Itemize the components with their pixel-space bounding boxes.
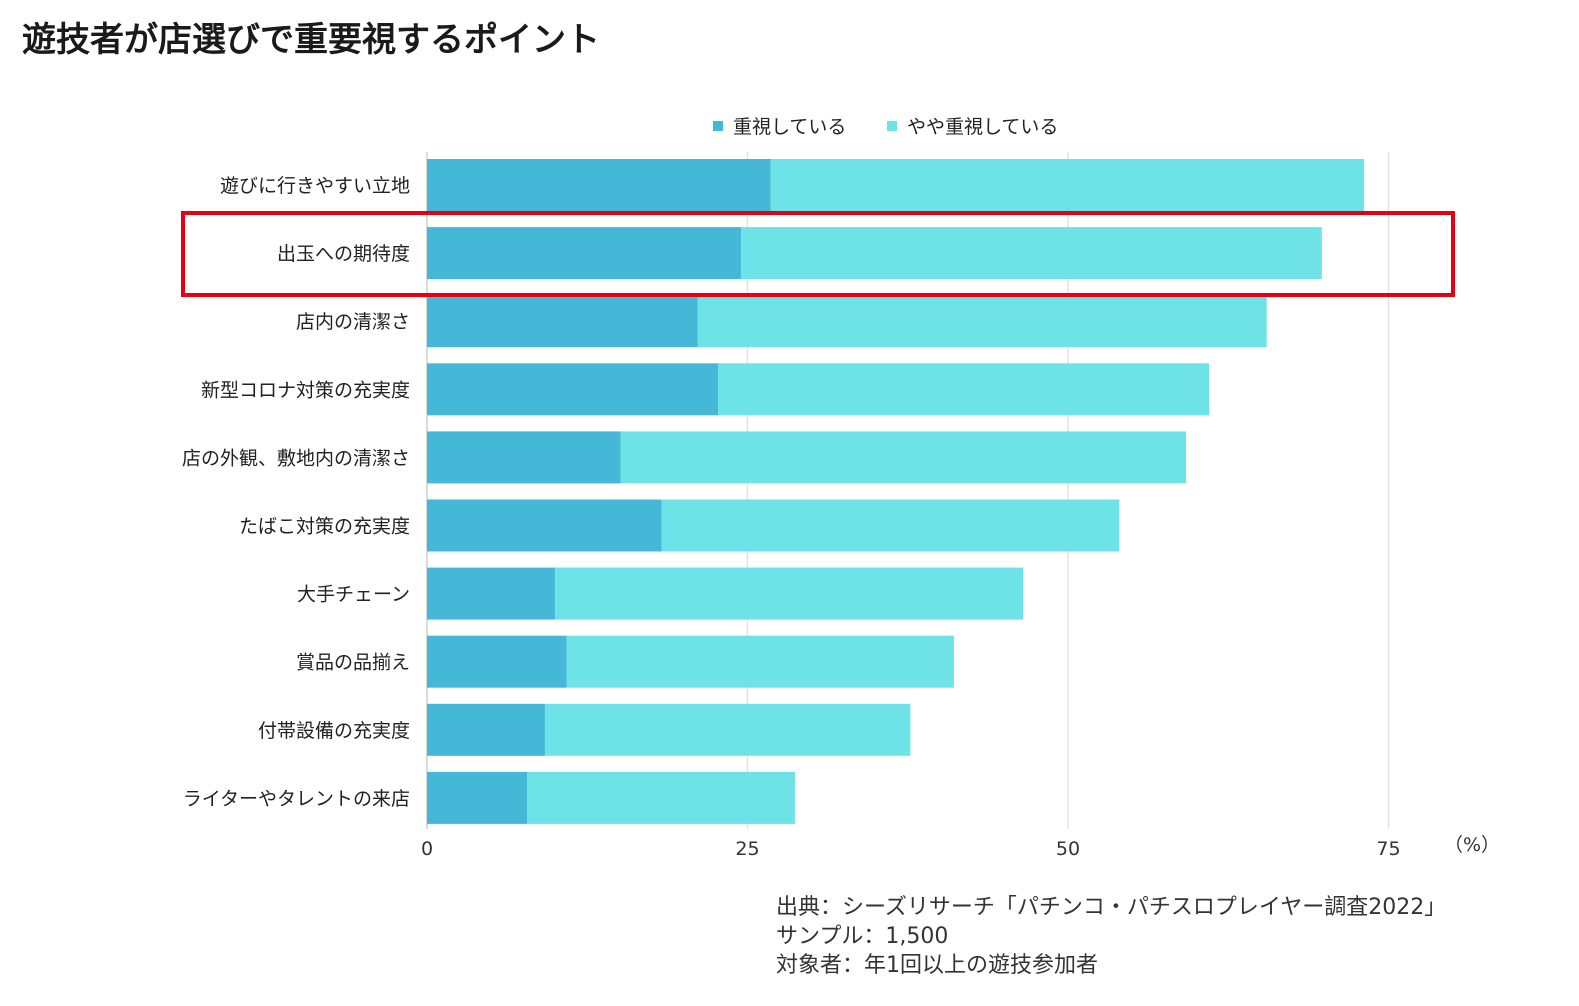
bar-segment-somewhat-important xyxy=(526,771,795,824)
page-title: 遊技者が店選びで重要視するポイント xyxy=(22,20,600,60)
bar-segment-somewhat-important xyxy=(555,567,1024,620)
x-tick-label: 50 xyxy=(1056,838,1080,860)
x-tick-label: 0 xyxy=(421,838,433,860)
legend: 重視している やや重視している xyxy=(713,116,1058,138)
legend-label: やや重視している xyxy=(907,116,1058,138)
x-unit-label: （%） xyxy=(1444,834,1500,856)
source-note: 出典：シーズリサーチ「パチンコ・パチスロプレイヤー調査2022」 サンプル：1,… xyxy=(776,893,1446,980)
x-tick-label: 75 xyxy=(1376,838,1400,860)
bars xyxy=(427,159,1365,824)
bar-segment-somewhat-important xyxy=(544,703,911,756)
bar-segment-important xyxy=(427,635,567,688)
category-labels: 遊びに行きやすい立地出玉への期待度店内の清潔さ新型コロナ対策の充実度店の外観、敷… xyxy=(182,175,410,810)
bar-segment-important xyxy=(427,363,719,416)
category-label: 店の外観、敷地内の清潔さ xyxy=(182,447,410,469)
highlight-box xyxy=(181,211,1455,297)
bar-segment-somewhat-important xyxy=(741,227,1322,280)
source-target: 対象者：年1回以上の遊技参加者 xyxy=(776,953,1098,978)
bar-segment-somewhat-important xyxy=(770,159,1365,211)
bar-segment-somewhat-important xyxy=(620,431,1186,484)
legend-label: 重視している xyxy=(733,116,846,138)
bar-segment-somewhat-important xyxy=(697,295,1267,348)
category-label: 遊びに行きやすい立地 xyxy=(220,175,410,197)
category-label: 大手チェーン xyxy=(297,584,410,606)
bar-segment-important xyxy=(427,567,556,620)
bar-segment-somewhat-important xyxy=(718,363,1210,416)
category-label: 新型コロナ対策の充実度 xyxy=(201,379,410,401)
legend-swatch xyxy=(887,121,897,131)
bar-segment-important xyxy=(427,771,527,824)
bar-segment-somewhat-important xyxy=(566,635,954,688)
bar-segment-important xyxy=(427,703,545,756)
category-label: 賞品の品揃え xyxy=(296,652,410,674)
bar-segment-important xyxy=(427,295,698,348)
category-label: 店内の清潔さ xyxy=(296,311,410,333)
x-tick-label: 25 xyxy=(735,838,759,860)
category-label: たばこ対策の充実度 xyxy=(239,516,410,538)
category-label: 付帯設備の充実度 xyxy=(258,720,410,742)
source-sample: サンプル：1,500 xyxy=(776,924,949,949)
category-label: ライターやタレントの来店 xyxy=(183,788,410,810)
bar-segment-important xyxy=(427,227,742,280)
bar-segment-somewhat-important xyxy=(661,499,1120,552)
category-label: 出玉への期待度 xyxy=(277,243,410,265)
x-axis-ticks: 0 25 50 75 （%） xyxy=(421,834,1500,860)
bar-segment-important xyxy=(427,499,662,552)
bar-segment-important xyxy=(427,159,771,211)
bar-segment-important xyxy=(427,431,621,484)
source-citation: 出典：シーズリサーチ「パチンコ・パチスロプレイヤー調査2022」 xyxy=(776,895,1447,920)
legend-swatch xyxy=(713,121,723,131)
